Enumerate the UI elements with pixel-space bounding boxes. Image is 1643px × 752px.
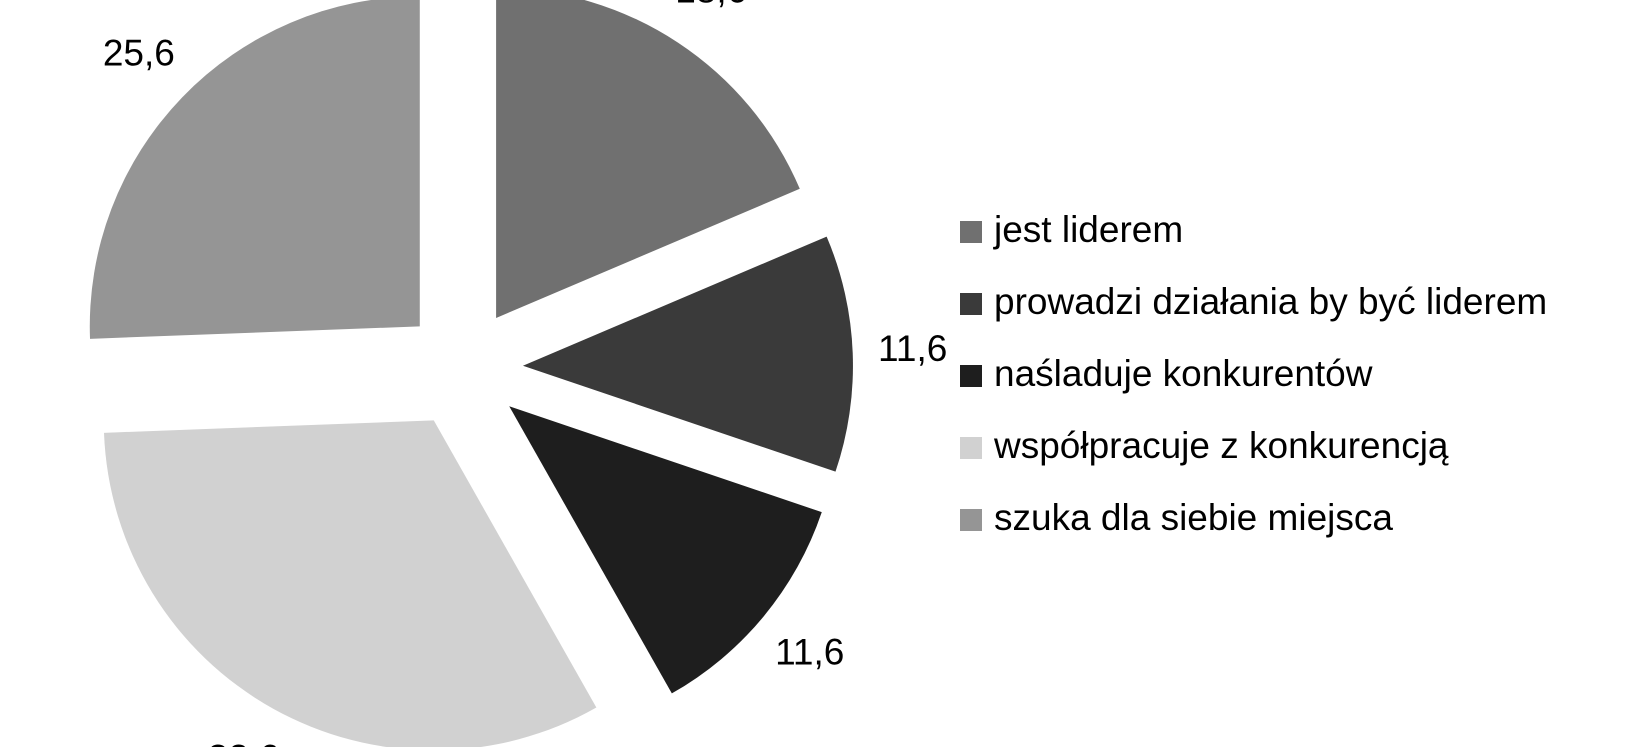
pie-slice-wspolpracuje-z-konkurencja <box>103 420 597 751</box>
legend-swatch <box>960 293 982 315</box>
legend-item-prowadzi-dzialania-by-byc-liderem: prowadzi działania by być liderem <box>960 281 1547 322</box>
legend-label: prowadzi działania by być liderem <box>994 281 1547 322</box>
data-label-nasladuje-konkurentow: 11,6 <box>775 632 844 673</box>
legend: jest liderem prowadzi działania by być li… <box>960 209 1547 538</box>
legend-item-szuka-dla-siebie-miejsca: szuka dla siebie miejsca <box>960 497 1393 538</box>
pie-slice-jest-liderem <box>496 0 800 318</box>
legend-label: naśladuje konkurentów <box>994 353 1373 394</box>
data-label-prowadzi-dzialania-by-byc-liderem: 11,6 <box>878 328 947 369</box>
pie-slices <box>89 0 853 751</box>
legend-item-nasladuje-konkurentow: naśladuje konkurentów <box>960 353 1373 394</box>
data-label-jest-liderem: 18,6 <box>675 0 747 10</box>
legend-label: współpracuje z konkurencją <box>993 425 1449 466</box>
data-label-wspolpracuje-z-konkurencja: 32,6 <box>208 738 280 747</box>
legend-label: szuka dla siebie miejsca <box>994 497 1393 538</box>
legend-item-jest-liderem: jest liderem <box>960 209 1183 250</box>
legend-swatch <box>960 437 982 459</box>
pie-slice-nasladuje-konkurentow <box>509 406 822 694</box>
legend-swatch <box>960 509 982 531</box>
legend-label: jest liderem <box>993 209 1183 250</box>
data-label-szuka-dla-siebie-miejsca: 25,6 <box>103 33 175 74</box>
legend-swatch <box>960 365 982 387</box>
pie-slice-prowadzi-dzialania-by-byc-liderem <box>522 236 853 472</box>
legend-swatch <box>960 221 982 243</box>
legend-item-wspolpracuje-z-konkurencja: współpracuje z konkurencją <box>960 425 1449 466</box>
pie-slice-szuka-dla-siebie-miejsca <box>89 0 420 339</box>
